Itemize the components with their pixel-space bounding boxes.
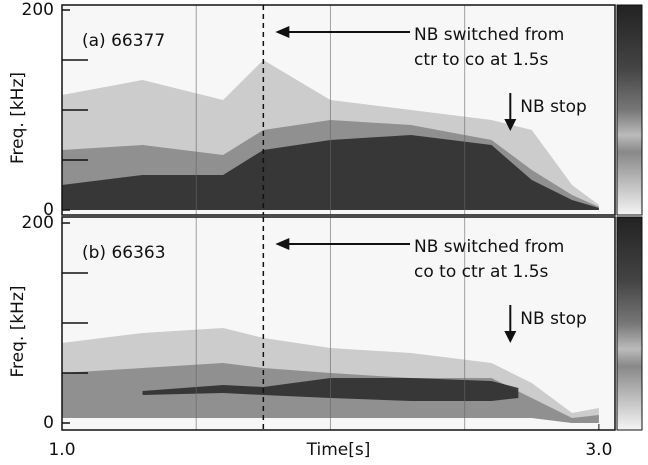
annotation-text: co to ctr at 1.5s (414, 262, 549, 282)
arrow-head (504, 331, 517, 343)
stop-label: NB stop (520, 97, 587, 117)
x-tick-label: 3.0 (585, 440, 612, 460)
y-tick-label: 200 (22, 213, 54, 233)
annotation-text: NB switched from (414, 237, 564, 257)
arrow-head (275, 238, 290, 250)
panel-label: (b) 66363 (82, 243, 166, 263)
plot-frame (61, 4, 616, 216)
y-tick-label: 0 (43, 200, 54, 220)
colorbar (616, 216, 643, 431)
y-axis-label: Freq. [kHz] (8, 72, 28, 164)
x-axis-label: Time[s] (306, 440, 371, 460)
stop-label: NB stop (520, 309, 587, 329)
y-tick-label: 200 (22, 0, 54, 20)
colorbar (616, 4, 643, 216)
panel-label: (a) 66377 (82, 31, 165, 51)
x-tick-label: 1.0 (48, 440, 75, 460)
y-tick-label: 0 (43, 413, 54, 433)
y-axis-label: Freq. [kHz] (8, 285, 28, 377)
plot-frame (61, 216, 616, 431)
arrow-head (504, 119, 517, 131)
annotation-text: ctr to co at 1.5s (414, 50, 549, 70)
arrow-head (275, 26, 290, 38)
annotation-text: NB switched from (414, 25, 564, 45)
